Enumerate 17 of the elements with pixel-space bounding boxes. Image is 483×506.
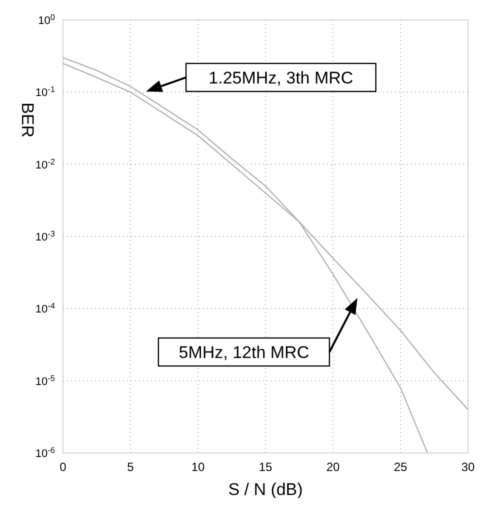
annotation: 5MHz, 12th MRC	[178, 342, 310, 362]
x-tick-label: 25	[394, 460, 408, 474]
y-tick-label: 10$^{-6}$	[35, 446, 56, 460]
y-tick-label: 10$^{-4}$	[35, 301, 56, 316]
x-tick-label: 0	[60, 460, 67, 474]
y-tick-label: 10$^{-3}$	[35, 229, 56, 244]
annotation: 1.25MHz, 3th MRC	[208, 68, 354, 88]
x-tick-label: 20	[326, 460, 340, 474]
x-tick-label: 30	[461, 460, 475, 474]
y-tick-label: 10$^{-2}$	[35, 156, 56, 172]
x-tick-label: 10	[191, 460, 205, 474]
y-tick-label: 10$^{-1}$	[35, 84, 56, 100]
x-tick-label: 15	[258, 460, 272, 474]
y-axis-title: BER	[18, 102, 37, 138]
x-tick-label: 5	[127, 460, 134, 474]
y-tick-label: 10$^{-5}$	[35, 373, 56, 388]
y-tick-label: 10$^{0}$	[38, 12, 56, 27]
